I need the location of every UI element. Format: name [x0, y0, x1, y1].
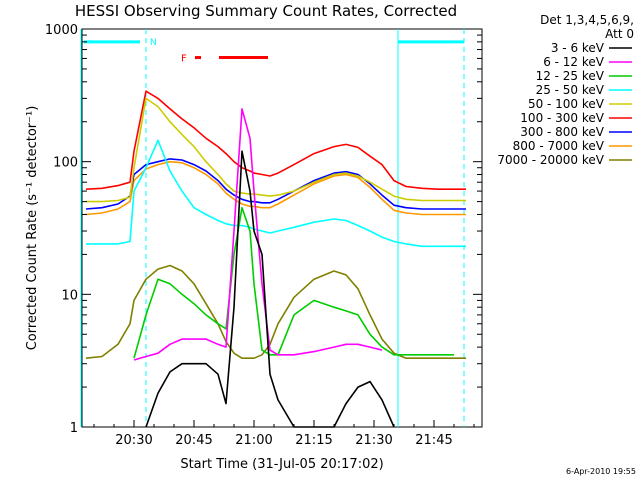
y-tick-label: 1 [70, 421, 78, 436]
night-marker: N [80, 29, 465, 427]
x-tick-label: 20:30 [115, 433, 152, 448]
legend-header-line-1: Det 1,3,4,5,6,9, [540, 13, 634, 27]
flare-marker: F [181, 54, 268, 65]
series-lines [85, 90, 466, 428]
y-tick-label: 100 [53, 156, 78, 171]
x-axis-label: Start Time (31-Jul-05 20:17:02) [180, 457, 383, 472]
y-axis-label: Corrected Count Rate (s⁻¹ detector⁻¹) [25, 106, 40, 351]
x-tick-label: 21:15 [295, 433, 332, 448]
series-line-300-800-kev [85, 158, 466, 210]
legend-entry-label: 25 - 50 keV [536, 83, 605, 97]
x-tick-label: 20:45 [175, 433, 212, 448]
legend-entry-label: 6 - 12 keV [543, 55, 605, 69]
x-tick-label: 21:00 [235, 433, 272, 448]
x-tick-label: 21:45 [415, 433, 452, 448]
footer-timestamp: 6-Apr-2010 19:55 [566, 467, 636, 476]
series-line-800-7000-kev [85, 160, 466, 216]
x-axis-ticks: 20:30 20:45 21:00 21:15 21:30 21:45 [93, 420, 475, 448]
x-tick-label: 21:30 [355, 433, 392, 448]
legend-entry-label: 800 - 7000 keV [513, 139, 605, 153]
chart-title: HESSI Observing Summary Count Rates, Cor… [75, 2, 457, 20]
y-tick-label: 1000 [45, 23, 78, 38]
y-tick-label: 10 [61, 288, 78, 303]
series-line-6-12-kev [133, 108, 383, 361]
legend-entry-label: 12 - 25 keV [536, 69, 605, 83]
legend-header-line-2: Att 0 [605, 27, 634, 41]
series-line-25-50-kev [86, 139, 466, 248]
plot-area: N F [80, 28, 483, 428]
series-line-3-6-kev [145, 150, 395, 428]
series-line-7000-20000-kev [85, 264, 466, 360]
legend-entry-label: 7000 - 20000 keV [497, 153, 604, 167]
legend-entry-label: 50 - 100 keV [528, 97, 605, 111]
legend-entry-label: 300 - 800 keV [520, 125, 604, 139]
flare-marker-label: F [181, 54, 187, 65]
night-marker-label: N [150, 38, 157, 48]
series-line-12-25-kev [133, 206, 454, 359]
legend-entry-label: 100 - 300 keV [520, 111, 604, 125]
legend-entry-label: 3 - 6 keV [551, 41, 605, 55]
plot-frame [81, 28, 483, 428]
y-axis-ticks: 1 10 100 1000 [45, 23, 482, 436]
series-line-100-300-kev [85, 90, 466, 190]
